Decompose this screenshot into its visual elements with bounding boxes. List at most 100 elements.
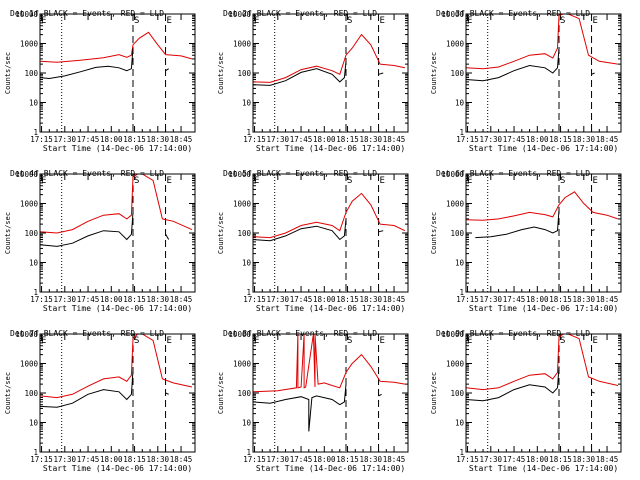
x-tick-label: 18:45 (596, 135, 619, 144)
events-rate-line (253, 384, 347, 432)
y-axis-label: Counts/sec (4, 372, 12, 414)
x-tick-label: 17:45 (77, 135, 100, 144)
event-marker-label: E (167, 16, 172, 26)
x-tick-label: 18:15 (549, 455, 572, 464)
x-tick-label: 18:45 (170, 455, 193, 464)
y-tick-label: 100 (237, 69, 251, 78)
y-tick-label: 1 (246, 448, 251, 457)
x-tick-label: 18:45 (170, 295, 193, 304)
x-tick-label: 18:30 (360, 135, 383, 144)
events-rate-line (591, 229, 595, 232)
detector-panel: Det 9f BLACK = Events, RED = LLDCounts/s… (430, 329, 622, 473)
events-rate-line (378, 393, 382, 397)
event-marker-label: E (593, 336, 598, 346)
x-tick-label: 17:15 (243, 295, 266, 304)
x-tick-label: 18:00 (526, 295, 549, 304)
y-tick-label: 10000 (228, 330, 251, 339)
y-axis-label: Counts/sec (430, 372, 438, 414)
y-tick-label: 1 (33, 288, 38, 297)
x-axis-label: Start Time (14-Dec-06 17:14:00) (43, 144, 192, 153)
x-tick-label: 18:15 (336, 455, 359, 464)
event-marker-label: E (41, 336, 46, 346)
x-tick-label: 18:30 (147, 135, 170, 144)
x-tick-label: 17:15 (30, 455, 53, 464)
event-marker-label: E (167, 336, 172, 346)
event-marker-label: E (380, 16, 385, 26)
x-tick-label: 17:30 (480, 455, 503, 464)
event-marker-label: E (41, 16, 46, 26)
y-tick-label: 100 (237, 389, 251, 398)
detector-panel: Det 3f BLACK = Events, RED = LLDCounts/s… (430, 9, 622, 153)
detector-panel: Det 4f BLACK = Events, RED = LLDCounts/s… (4, 169, 196, 313)
x-tick-label: 17:30 (480, 135, 503, 144)
x-tick-label: 18:30 (147, 295, 170, 304)
lld-rate-line (466, 14, 618, 70)
y-tick-label: 10000 (15, 330, 38, 339)
x-tick-label: 18:15 (549, 135, 572, 144)
lld-rate-line (253, 334, 405, 393)
detector-panel: Det 6f BLACK = Events, RED = LLDCounts/s… (430, 169, 622, 313)
y-axis-label: Counts/sec (430, 52, 438, 94)
x-tick-label: 18:00 (100, 295, 123, 304)
x-tick-label: 17:30 (267, 295, 290, 304)
event-marker-label: E (380, 176, 385, 186)
y-tick-label: 100 (24, 389, 38, 398)
x-axis-label: Start Time (14-Dec-06 17:14:00) (43, 304, 192, 313)
detector-panel: Det 8f BLACK = Events, RED = LLDCounts/s… (217, 329, 409, 473)
lld-rate-line (466, 191, 619, 221)
x-tick-label: 17:30 (54, 455, 77, 464)
x-axis-label: Start Time (14-Dec-06 17:14:00) (469, 304, 618, 313)
x-tick-label: 18:30 (360, 455, 383, 464)
events-rate-line (591, 72, 595, 75)
x-axis-label: Start Time (14-Dec-06 17:14:00) (469, 464, 618, 473)
x-tick-label: 18:00 (313, 455, 336, 464)
detector-panel: Det 2f BLACK = Events, RED = LLDCounts/s… (217, 9, 409, 153)
plot-frame (39, 173, 196, 293)
x-tick-label: 18:15 (123, 135, 146, 144)
plot-frame (252, 173, 409, 293)
event-marker-label: E (254, 176, 259, 186)
events-rate-line (40, 369, 134, 408)
y-tick-label: 1 (246, 288, 251, 297)
y-tick-label: 1000 (446, 40, 465, 49)
plot-frame (39, 333, 196, 453)
plot-frame (39, 13, 196, 133)
y-tick-label: 1000 (233, 40, 252, 49)
y-tick-label: 10 (29, 259, 39, 268)
y-axis-label: Counts/sec (4, 52, 12, 94)
x-tick-label: 17:15 (456, 135, 479, 144)
x-tick-label: 17:15 (30, 135, 53, 144)
y-tick-label: 10 (242, 99, 252, 108)
y-tick-label: 1 (459, 448, 464, 457)
x-tick-label: 17:15 (243, 455, 266, 464)
events-rate-line (253, 218, 347, 242)
x-tick-label: 18:15 (336, 135, 359, 144)
x-tick-label: 17:30 (54, 135, 77, 144)
x-tick-label: 17:45 (503, 295, 526, 304)
y-axis-label: Counts/sec (4, 212, 12, 254)
y-tick-label: 1000 (20, 200, 39, 209)
x-tick-label: 18:15 (336, 295, 359, 304)
y-tick-label: 1000 (446, 200, 465, 209)
y-axis-label: Counts/sec (217, 52, 225, 94)
event-marker-label: E (41, 176, 46, 186)
y-tick-label: 1 (459, 288, 464, 297)
y-axis-label: Counts/sec (217, 212, 225, 254)
event-marker-label: S (134, 16, 139, 26)
x-tick-label: 18:30 (573, 295, 596, 304)
event-marker-label: S (560, 336, 565, 346)
y-tick-label: 100 (450, 229, 464, 238)
plot-frame (252, 333, 409, 453)
y-tick-label: 1000 (233, 360, 252, 369)
events-rate-line (40, 212, 134, 247)
y-axis-label: Counts/sec (217, 372, 225, 414)
x-tick-label: 17:30 (480, 295, 503, 304)
x-axis-label: Start Time (14-Dec-06 17:14:00) (469, 144, 618, 153)
x-tick-label: 18:30 (360, 295, 383, 304)
lld-rate-line (253, 192, 406, 239)
plot-frame (465, 333, 622, 453)
y-tick-label: 100 (24, 69, 38, 78)
events-rate-line (253, 61, 347, 86)
event-marker-label: E (254, 16, 259, 26)
